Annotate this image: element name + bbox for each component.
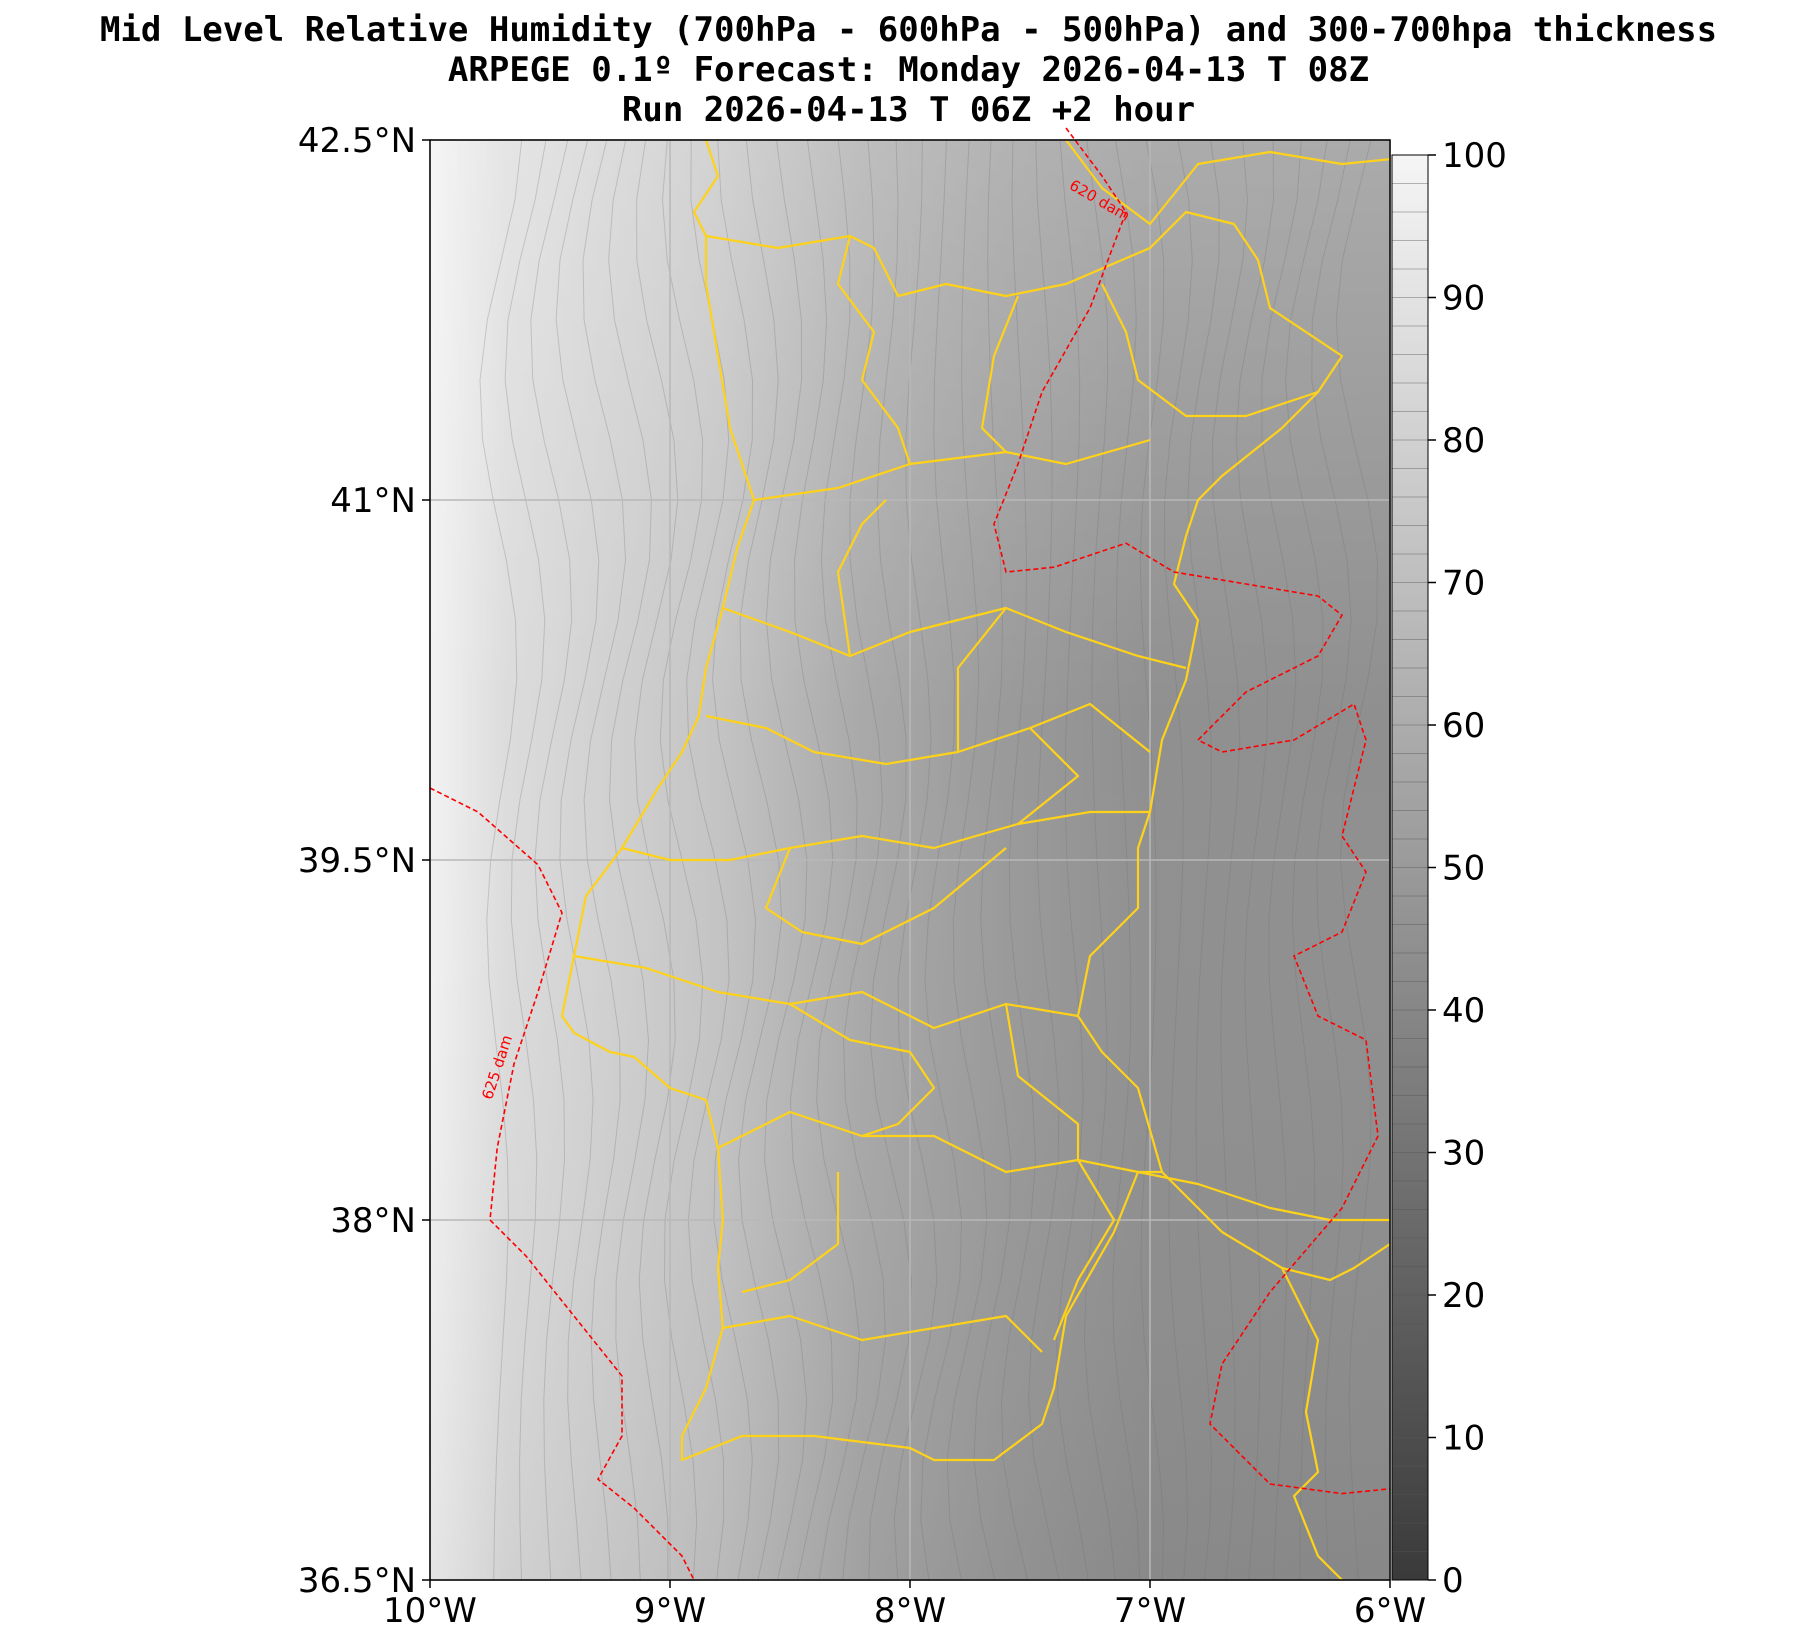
region-border-line [836, 499, 887, 657]
region-border-line [1004, 1003, 1080, 1160]
humidity-contour-line [1284, 139, 1328, 1581]
humidity-contour-line [1335, 139, 1378, 1581]
y-tick-label: 41°N [330, 481, 416, 521]
colorbar-tick-label: 20 [1442, 1276, 1485, 1316]
x-tick-label: 7°W [1114, 1591, 1186, 1631]
x-tick-label: 8°W [874, 1591, 946, 1631]
humidity-contour-line [1083, 139, 1116, 1581]
humidity-contour-line [1235, 139, 1275, 1581]
y-axis: 42.5°N 41°N 39.5°N 38°N 36.5°N [298, 121, 430, 1601]
region-border-line [1101, 283, 1319, 418]
humidity-contour-line [763, 139, 808, 1581]
colorbar-tick-label: 50 [1442, 849, 1485, 889]
humidity-contour-line [1000, 139, 1037, 1581]
region-borders [560, 139, 1391, 1581]
humidity-contour-line [608, 139, 652, 1581]
x-tick-label: 9°W [634, 1591, 706, 1631]
humidity-contour-line [582, 139, 627, 1581]
x-axis: 10°W 9°W 8°W 7°W 6°W [383, 1580, 1426, 1631]
y-tick-label: 42.5°N [298, 121, 416, 161]
region-border-line [764, 847, 1007, 946]
title-line-1: Mid Level Relative Humidity (700hPa - 60… [99, 10, 1718, 50]
region-border-line [753, 438, 1151, 502]
colorbar-tick-label: 70 [1442, 564, 1485, 604]
humidity-contour-line [842, 139, 887, 1581]
humidity-contour-line [893, 139, 938, 1581]
humidity-contour-line [634, 139, 679, 1581]
region-border-line [956, 607, 1007, 752]
humidity-contour-line [479, 139, 523, 1581]
colorbar-levels [1392, 154, 1428, 1581]
colorbar-tick-label: 60 [1442, 706, 1485, 746]
humidity-contour-line [920, 139, 963, 1581]
region-border-line [980, 295, 1020, 453]
region-border-line [789, 1003, 936, 1138]
humidity-contour-line [868, 139, 912, 1581]
x-tick-label: 6°W [1354, 1591, 1426, 1631]
humidity-contour-line [530, 139, 573, 1581]
humidity-contour-line [946, 139, 988, 1581]
y-tick-label: 38°N [330, 1201, 416, 1241]
colorbar-tick-label: 0 [1442, 1561, 1464, 1601]
colorbar-tick-label: 10 [1442, 1419, 1485, 1459]
colorbar-tick-label: 40 [1442, 991, 1485, 1031]
humidity-contour-line [1164, 139, 1193, 1581]
colorbar-tick-label: 80 [1442, 421, 1485, 461]
region-border-line [1052, 1159, 1116, 1341]
humidity-contour-line [1139, 139, 1165, 1581]
humidity-contour-line [1187, 139, 1220, 1581]
region-border-line [1017, 727, 1080, 825]
humidity-contour-line [816, 139, 861, 1581]
humidity-contour-line [1311, 139, 1352, 1581]
humidity-contour-line [1212, 139, 1249, 1581]
chart-title: Mid Level Relative Humidity (700hPa - 60… [0, 10, 1817, 130]
region-border-line [1281, 1243, 1391, 1282]
region-border-line [1065, 139, 1391, 226]
y-tick-label: 36.5°N [298, 1561, 416, 1601]
x-tick-label: 10°W [383, 1591, 477, 1631]
humidity-contour-line [738, 139, 783, 1581]
region-border-line [741, 1172, 840, 1294]
humidity-contour-line [712, 139, 757, 1581]
region-border-line [621, 810, 1150, 862]
humidity-contour-line [973, 139, 1012, 1581]
region-border-line [836, 235, 912, 465]
region-border-line [722, 1314, 1043, 1353]
thickness-contour-line [429, 787, 695, 1581]
colorbar: 0 10 20 30 40 50 60 70 80 90 100 [1391, 136, 1507, 1601]
humidity-contour-line [555, 139, 600, 1581]
humidity-contour-line [1261, 139, 1302, 1581]
colorbar-tick-label: 90 [1442, 279, 1485, 319]
region-border-line [573, 954, 1079, 1030]
region-border-line [1161, 1171, 1343, 1581]
humidity-contour-line [1112, 139, 1141, 1581]
humidity-contour-line [504, 139, 547, 1581]
title-line-3: Run 2026-04-13 T 06Z +2 hour [621, 90, 1196, 130]
region-border-line [722, 606, 1187, 670]
humidity-contour-line [1028, 139, 1060, 1581]
colorbar-ticks: 0 10 20 30 40 50 60 70 80 90 100 [1428, 136, 1507, 1601]
colorbar-tick-label: 100 [1442, 136, 1507, 176]
region-border-line [705, 702, 1151, 766]
y-tick-label: 39.5°N [298, 841, 416, 881]
colorbar-tick-label: 30 [1442, 1134, 1485, 1174]
title-line-2: ARPEGE 0.1º Forecast: Monday 2026-04-13 … [447, 50, 1370, 90]
region-border-line [560, 139, 1344, 1462]
